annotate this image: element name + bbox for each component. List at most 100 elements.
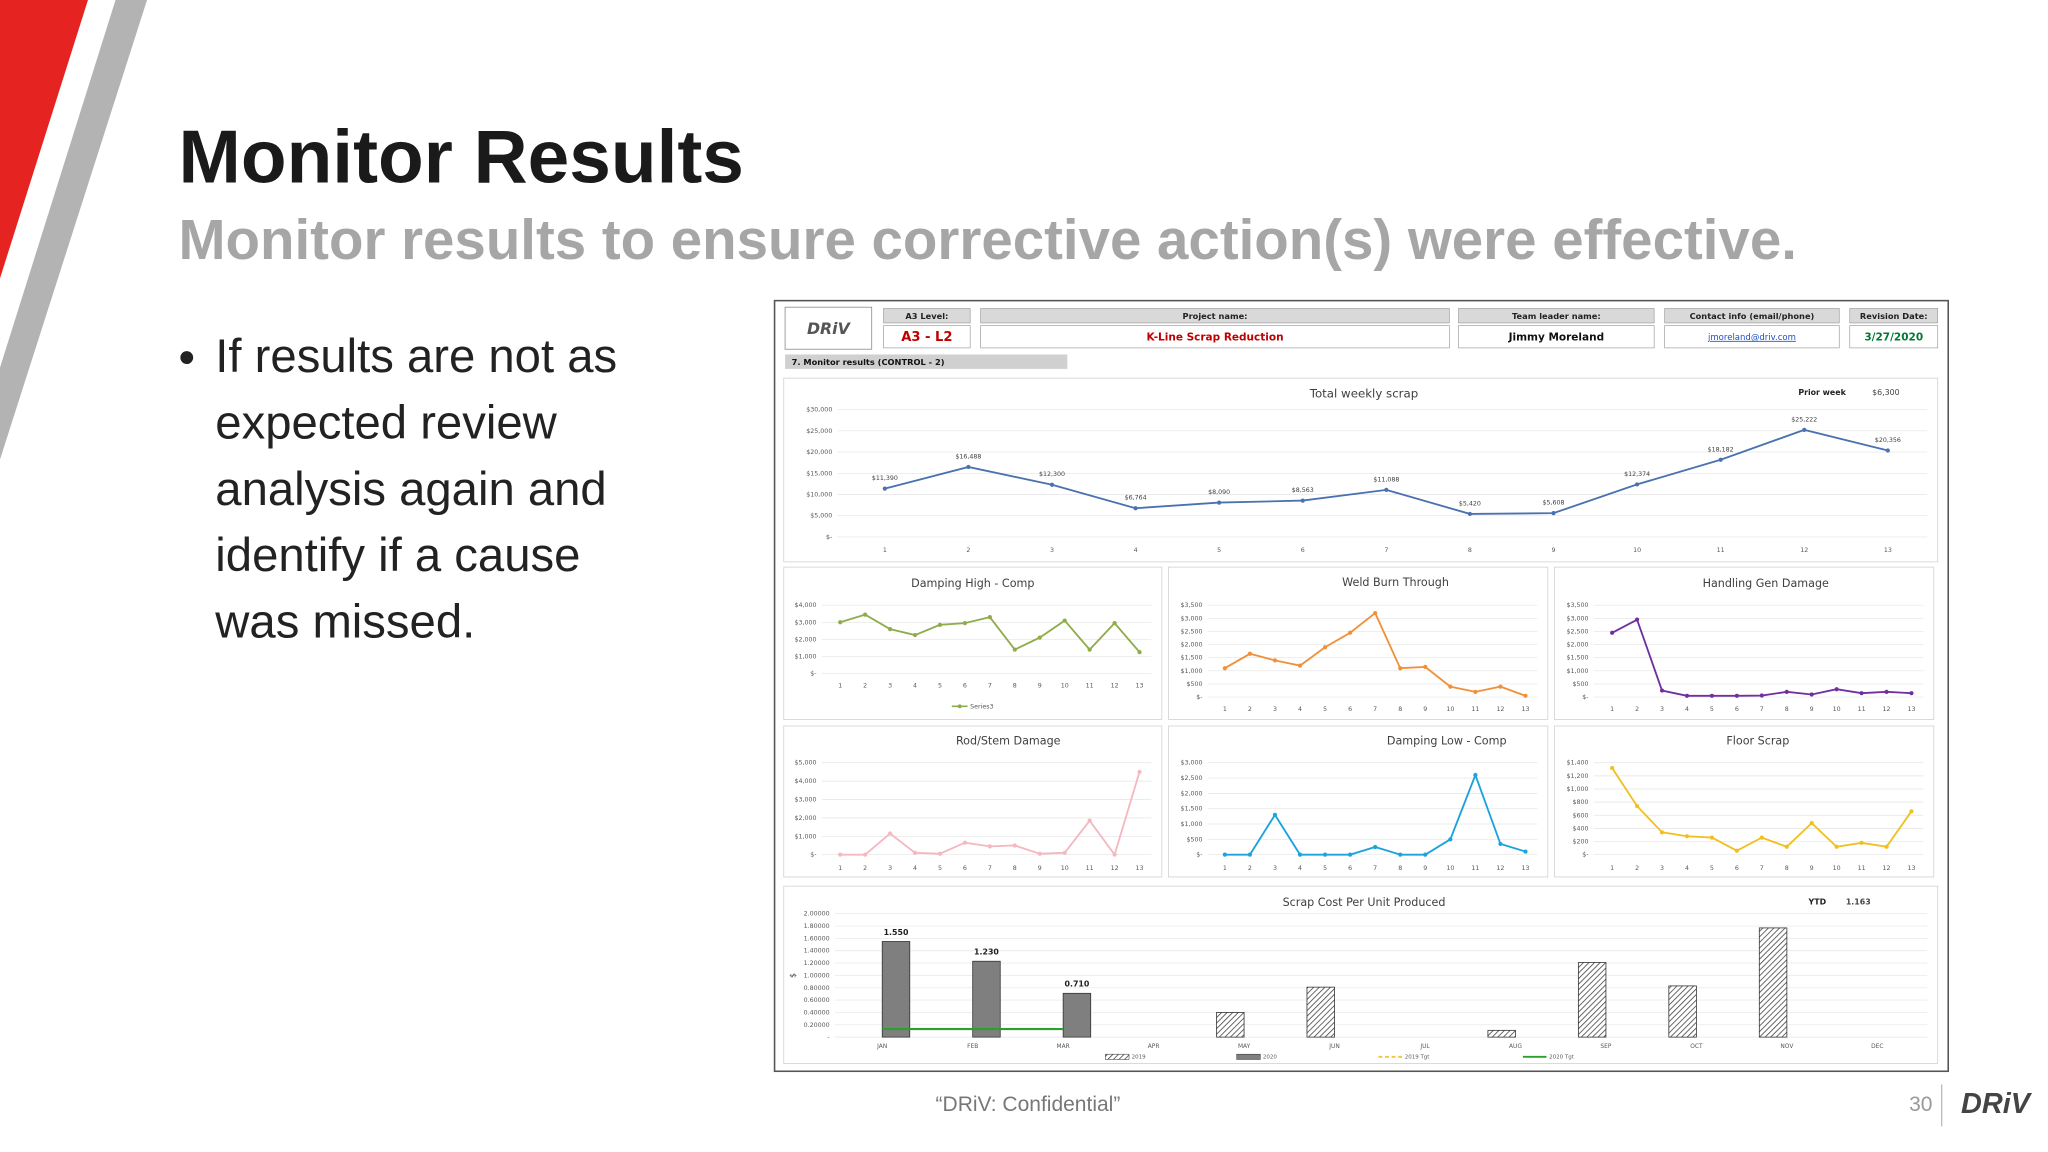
- field-label: Team leader name:: [1512, 311, 1601, 321]
- chart-title: Damping Low - Comp: [1387, 735, 1507, 748]
- y-tick-label: $3,500: [1180, 602, 1202, 609]
- y-tick-label: $1,000: [1180, 668, 1202, 675]
- data-point: [1297, 663, 1303, 668]
- y-tick-label: -: [827, 1034, 829, 1041]
- x-tick-label: 1: [1223, 706, 1227, 713]
- legend-marker: [957, 704, 962, 709]
- chart-title: Weld Burn Through: [1342, 576, 1449, 589]
- data-point: [1523, 849, 1528, 854]
- y-tick-label: $600: [1572, 812, 1588, 819]
- y-tick-label: $2,000: [795, 636, 817, 643]
- data-point: [1222, 666, 1227, 671]
- bullet-line: If results are not as: [215, 330, 617, 383]
- data-point: [1834, 687, 1839, 692]
- data-label: $5,420: [1459, 500, 1481, 507]
- data-point: [1037, 635, 1042, 640]
- x-tick-label: 11: [1471, 706, 1479, 713]
- slide-subtitle: Monitor results to ensure corrective act…: [179, 208, 1797, 271]
- data-point: [1498, 684, 1503, 689]
- x-tick-label: 6: [1348, 706, 1352, 713]
- x-tick-label: 4: [913, 865, 917, 872]
- x-tick-label: 11: [1858, 706, 1866, 713]
- legend-label: 2020 Tgt: [1549, 1054, 1575, 1060]
- data-point: [1398, 852, 1403, 857]
- x-tick-label: 13: [1136, 682, 1144, 689]
- x-tick-label: 2: [1635, 865, 1639, 872]
- data-point: [1909, 809, 1914, 814]
- chart-panel: [1553, 725, 1935, 878]
- annotation-label: Prior week: [1798, 388, 1846, 397]
- x-tick-label: 10: [1061, 682, 1069, 689]
- y-tick-label: $4,000: [795, 602, 817, 609]
- field-label-box: [1458, 308, 1655, 324]
- annotation-label: YTD: [1808, 897, 1827, 906]
- x-tick-label: 3: [1660, 706, 1664, 713]
- x-tick-label: 11: [1717, 547, 1725, 554]
- x-tick-label: 10: [1061, 865, 1069, 872]
- chart-panel: [1553, 566, 1935, 720]
- x-tick-label: 7: [1384, 547, 1388, 554]
- data-point: [1551, 511, 1556, 516]
- data-point: [863, 852, 868, 857]
- data-point: [1884, 689, 1889, 694]
- x-tick-label: 6: [963, 865, 967, 872]
- chart-title: Damping High - Comp: [911, 577, 1034, 590]
- y-tick-label: 1.00000: [804, 972, 830, 979]
- y-tick-label: $2,000: [1180, 790, 1202, 797]
- annotation-text: $6,300: [1872, 388, 1900, 397]
- data-point: [1610, 765, 1615, 771]
- data-point: [1247, 651, 1253, 656]
- footer: “DRiV: Confidential”: [936, 1093, 1121, 1116]
- data-point: [1300, 498, 1305, 503]
- data-point: [1684, 834, 1690, 839]
- x-tick-label: 13: [1907, 706, 1915, 713]
- bar: [972, 960, 1001, 1038]
- data-point: [1062, 618, 1067, 623]
- data-point: [1272, 812, 1278, 817]
- field-value: K-Line Scrap Reduction: [1146, 331, 1283, 343]
- x-tick-label: 13: [1884, 547, 1892, 554]
- chart-panel: [783, 566, 1163, 720]
- x-tick-label: 9: [1551, 547, 1555, 554]
- data-point: [838, 620, 843, 625]
- x-tick-label: 4: [1134, 547, 1138, 554]
- field-label-box: [1664, 308, 1840, 324]
- data-point: [1634, 617, 1640, 622]
- y-tick-label: $500: [1187, 681, 1203, 688]
- x-tick-label: 12: [1111, 682, 1119, 689]
- field-label-box: [883, 308, 971, 324]
- y-tick-label: 1.80000: [804, 923, 830, 930]
- data-point: [1384, 487, 1389, 492]
- y-tick-label: $10,000: [806, 491, 832, 498]
- x-tick-label: 5: [938, 865, 942, 872]
- field-value: jmoreland@driv.com: [1707, 333, 1796, 343]
- field-label: Project name:: [1183, 311, 1248, 321]
- data-point: [838, 852, 843, 857]
- y-tick-label: $3,000: [1180, 615, 1202, 622]
- bar: [1487, 1029, 1516, 1038]
- x-tick-label: 12: [1883, 706, 1891, 713]
- data-point: [1759, 693, 1764, 698]
- y-tick-label: $1,500: [1180, 806, 1202, 813]
- data-point: [887, 831, 893, 836]
- y-tick-label: $400: [1572, 825, 1588, 832]
- logo-box: [784, 306, 873, 350]
- data-point: [1610, 630, 1615, 635]
- x-tick-label: 6: [1735, 865, 1739, 872]
- section-title: 7. Monitor results (CONTROL - 2): [792, 357, 945, 367]
- data-point: [1448, 684, 1453, 689]
- y-tick-label: 1.20000: [804, 960, 830, 967]
- data-point: [1802, 427, 1807, 432]
- data-label: $12,300: [1039, 471, 1065, 478]
- x-tick-label: 2: [863, 682, 867, 689]
- y-tick-label: $2,000: [795, 815, 817, 822]
- data-point: [1217, 500, 1222, 505]
- bar: [1216, 1012, 1245, 1038]
- field-label: Contact info (email/phone): [1690, 311, 1815, 321]
- data-point: [1709, 693, 1715, 698]
- sheet-logo: DRiV: [807, 319, 852, 338]
- data-point: [1684, 693, 1690, 698]
- data-label: $8,563: [1292, 487, 1314, 494]
- data-label: $18,182: [1708, 446, 1734, 453]
